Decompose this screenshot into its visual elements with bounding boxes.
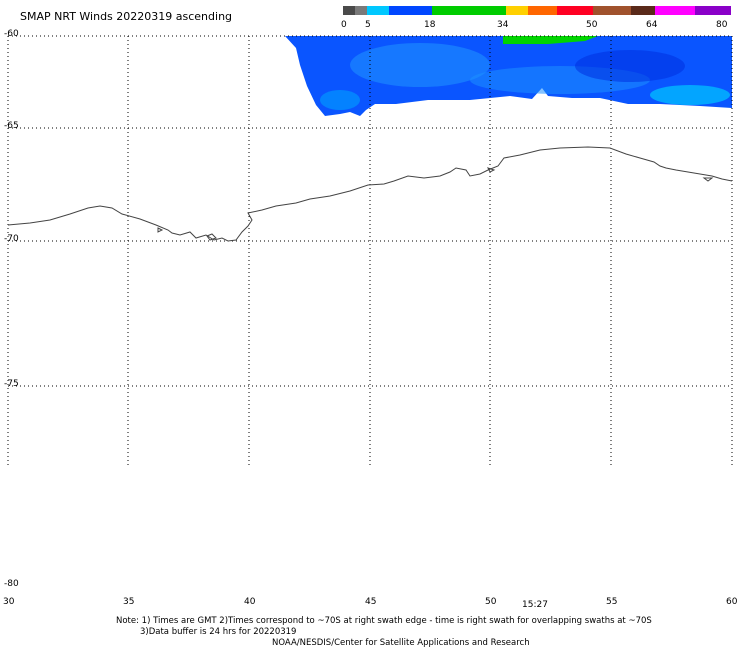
note-line-1: Note: 1) Times are GMT 2)Times correspon…	[116, 616, 652, 626]
colorbar-magenta-segment	[655, 6, 695, 15]
lat-label--75: -75	[4, 379, 19, 389]
lat-grid	[8, 35, 732, 387]
colorbar-red-segment	[557, 6, 593, 15]
colorbar-tick-50: 50	[586, 20, 598, 30]
lat-label--60: -60	[4, 29, 19, 39]
coastline	[7, 146, 733, 242]
colorbar-darkbrown-segment	[631, 6, 655, 15]
colorbar-tick-64: 64	[646, 20, 658, 30]
colorbar-tick-18: 18	[424, 20, 436, 30]
swath-time-label: 15:27	[522, 600, 548, 610]
lon-label-60: 60	[726, 597, 738, 607]
colorbar-purple-segment	[695, 6, 731, 15]
wind-swath	[285, 36, 732, 116]
colorbar-tick-80: 80	[716, 20, 728, 30]
lat-label--80: -80	[4, 579, 19, 589]
colorbar-tick-0: 0	[341, 20, 347, 30]
wind-speed-colorbar	[343, 6, 731, 15]
lat-label--70: -70	[4, 234, 19, 244]
colorbar-brown-segment	[593, 6, 631, 15]
coastline-islands	[157, 167, 714, 241]
colorbar-orange-segment	[528, 6, 557, 15]
lon-label-45: 45	[365, 597, 377, 607]
colorbar-yellow-segment	[506, 6, 528, 15]
note-line-2: 3)Data buffer is 24 hrs for 20220319	[140, 627, 297, 637]
lat-label--65: -65	[4, 121, 19, 131]
lon-label-55: 55	[606, 597, 618, 607]
colorbar-tick-5: 5	[365, 20, 371, 30]
lon-label-50: 50	[485, 597, 497, 607]
colorbar-gray-segment	[343, 6, 355, 15]
lon-label-35: 35	[123, 597, 135, 607]
note-line-3: NOAA/NESDIS/Center for Satellite Applica…	[272, 638, 530, 648]
lon-label-40: 40	[244, 597, 256, 607]
lon-label-30: 30	[3, 597, 15, 607]
colorbar-green-segment	[432, 6, 506, 15]
colorbar-cyan-segment	[367, 6, 389, 15]
colorbar-lightgray-segment	[355, 6, 367, 15]
map-title: SMAP NRT Winds 20220319 ascending	[20, 10, 233, 23]
colorbar-blue-segment	[389, 6, 432, 15]
colorbar-tick-34: 34	[497, 20, 509, 30]
